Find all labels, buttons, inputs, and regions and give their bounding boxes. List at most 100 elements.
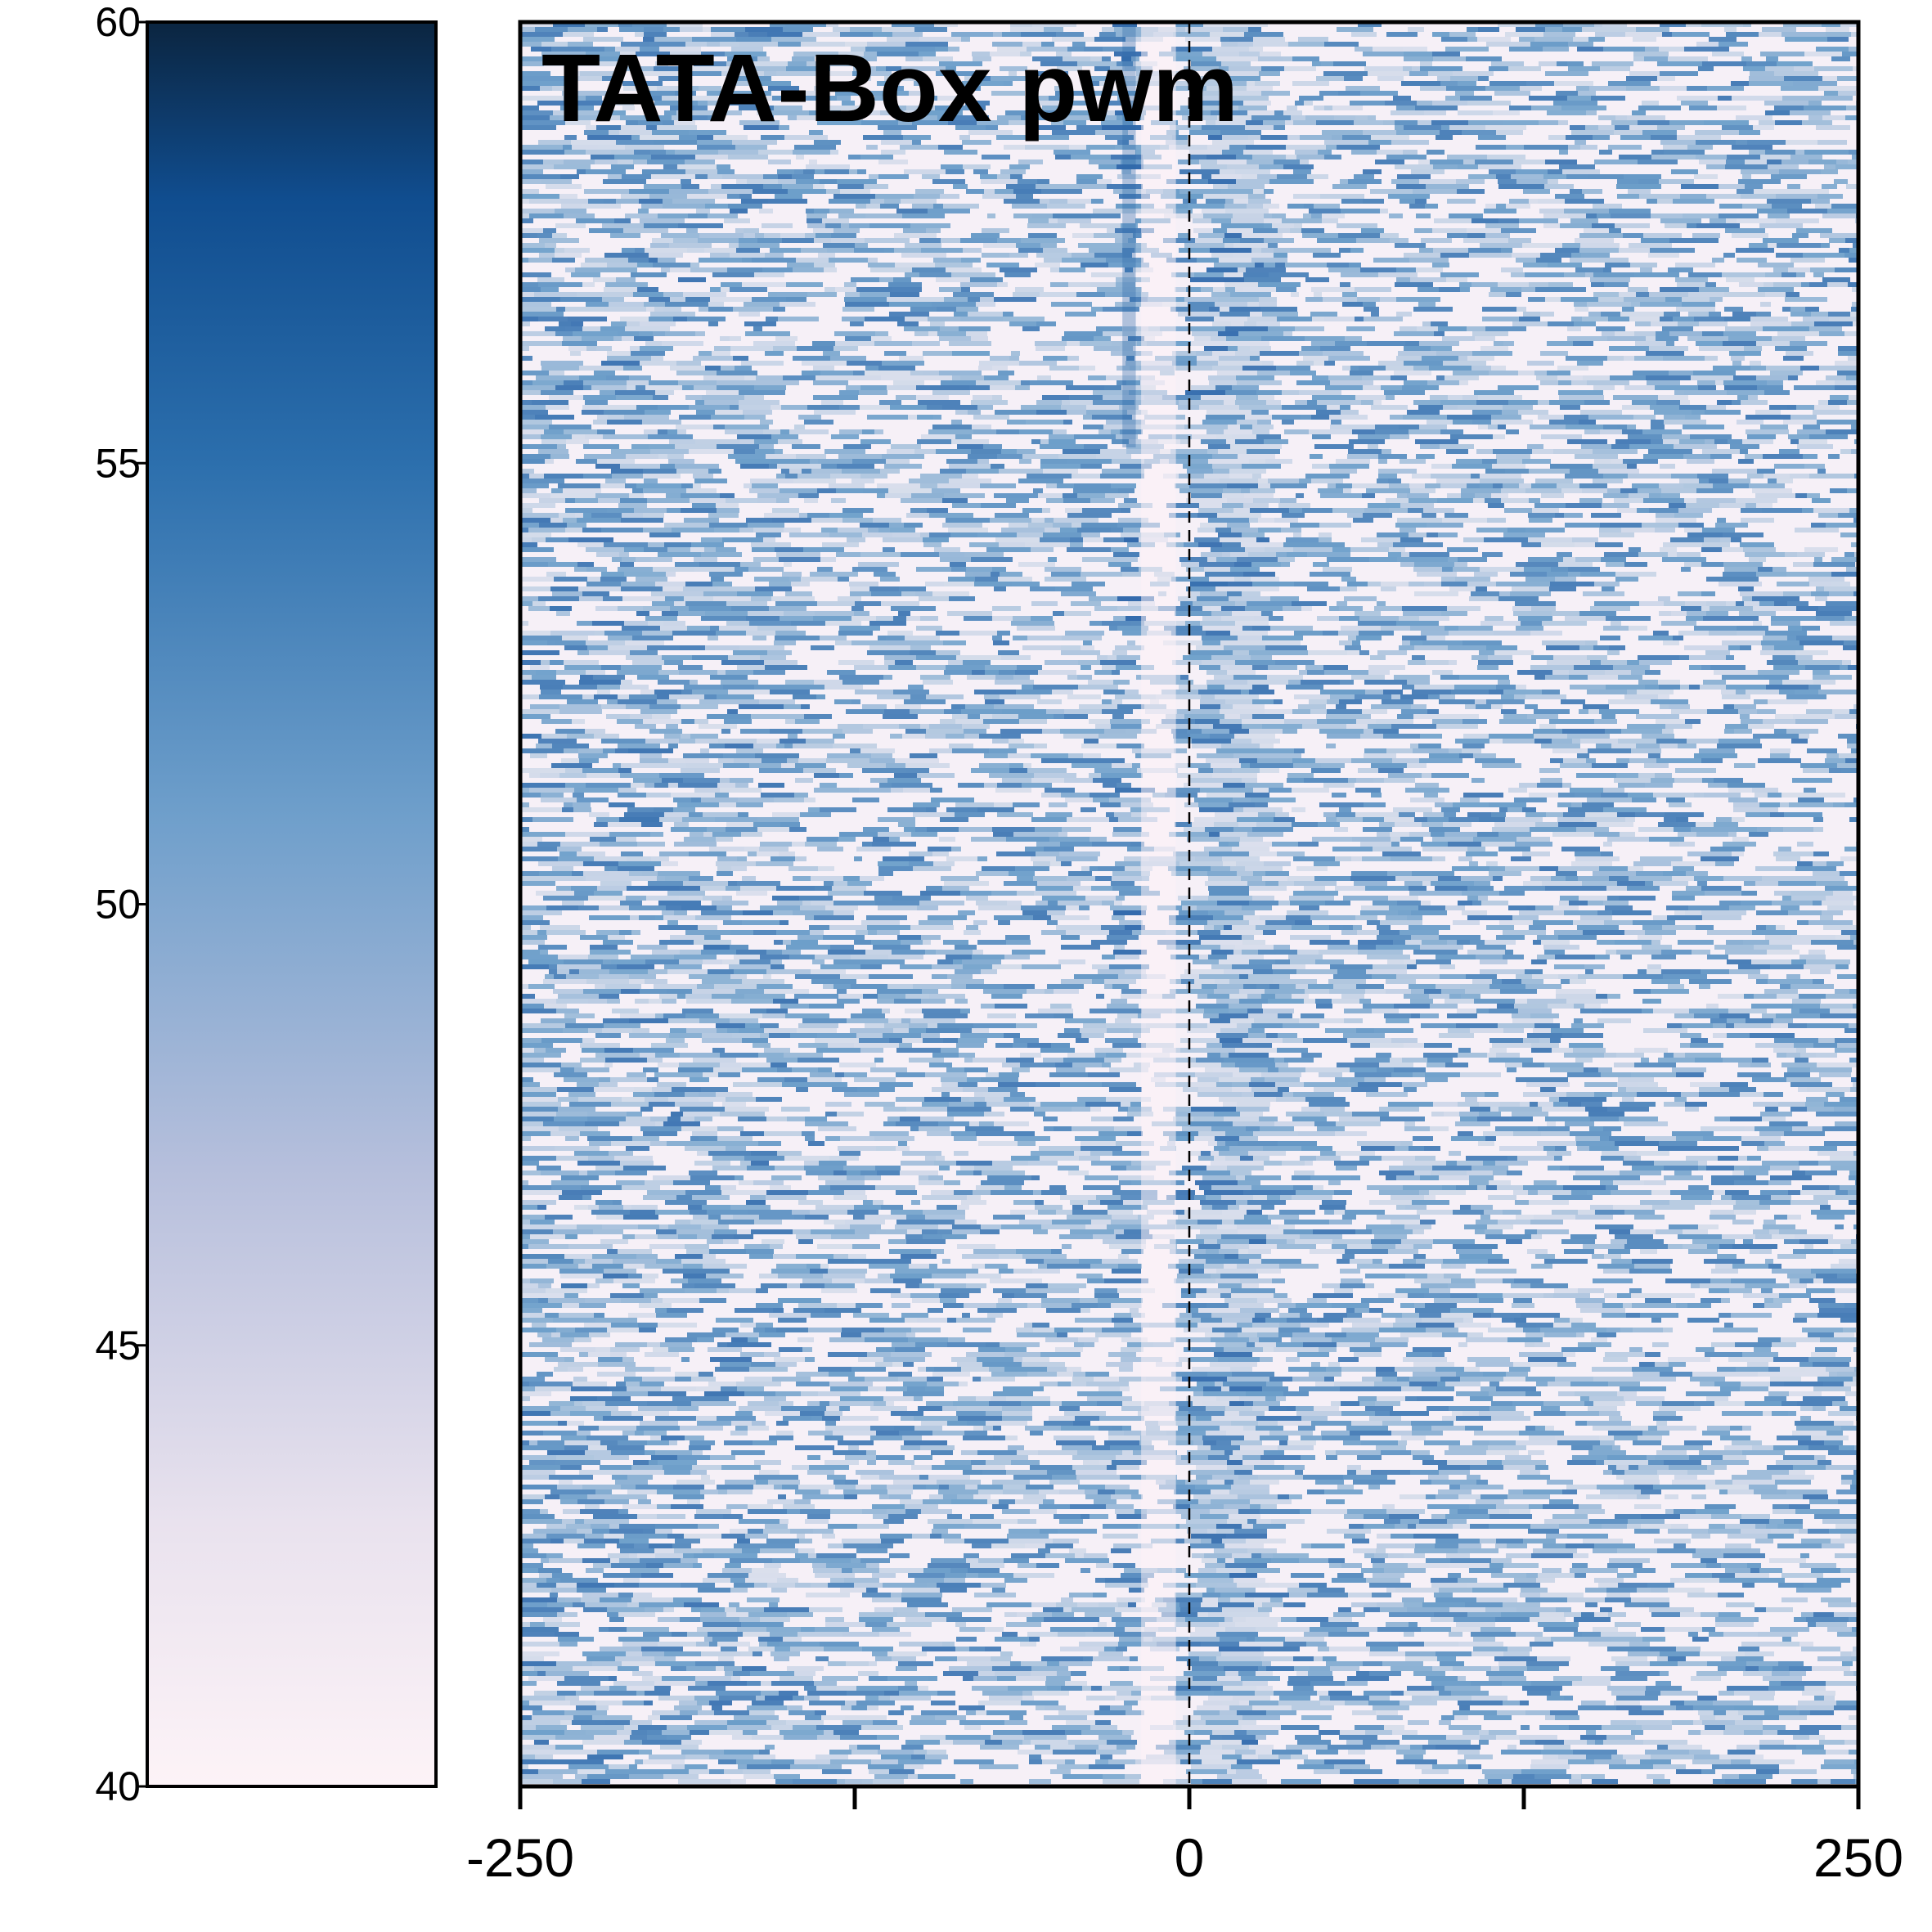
heatmap-cell	[990, 356, 1009, 361]
heatmap-cell	[603, 596, 622, 601]
heatmap-cell	[1117, 523, 1160, 528]
heatmap-cell	[631, 135, 640, 140]
heatmap-cell	[1364, 508, 1389, 513]
heatmap-cell	[1471, 591, 1499, 596]
heatmap-cell	[894, 248, 921, 253]
heatmap-cell	[1350, 371, 1373, 375]
heatmap-cell	[1230, 552, 1248, 557]
heatmap-cells	[520, 22, 1858, 1786]
heatmap-cell	[1665, 223, 1687, 228]
heatmap-cell	[636, 557, 651, 562]
heatmap-cell	[568, 346, 586, 351]
heatmap-cell	[718, 150, 758, 155]
heatmap-cell	[1594, 582, 1620, 586]
heatmap-cell	[787, 758, 798, 763]
heatmap-cell	[1539, 724, 1556, 729]
heatmap-cell	[1238, 454, 1275, 459]
heatmap-cell	[1103, 331, 1136, 336]
heatmap-cell	[1220, 169, 1235, 174]
heatmap-cell	[1371, 704, 1411, 709]
heatmap-cell	[1261, 336, 1305, 341]
heatmap-cell	[1128, 336, 1144, 341]
heatmap-cell	[1628, 474, 1671, 479]
heatmap-cell	[1093, 778, 1121, 783]
heatmap-cell	[1031, 547, 1054, 552]
heatmap-cell	[803, 768, 836, 773]
heatmap-cell	[1743, 66, 1765, 71]
heatmap-cell	[739, 120, 780, 125]
heatmap-cell	[538, 317, 568, 321]
heatmap-cell	[1234, 734, 1275, 739]
heatmap-cell	[730, 287, 767, 292]
heatmap-cell	[926, 729, 964, 734]
heatmap-cell	[948, 47, 959, 52]
heatmap-cell	[555, 640, 586, 645]
heatmap-cell	[739, 194, 752, 199]
heatmap-cell	[1057, 66, 1082, 71]
heatmap-cell	[754, 385, 786, 390]
heatmap-cell	[1681, 567, 1691, 572]
heatmap-cell	[1655, 385, 1698, 390]
heatmap-cell	[940, 194, 959, 199]
heatmap-cell	[1237, 557, 1278, 562]
heatmap-cell	[1021, 238, 1065, 243]
heatmap-cell	[744, 415, 766, 420]
heatmap-cell	[928, 331, 937, 336]
heatmap-cell	[1287, 106, 1297, 110]
heatmap-cell	[1760, 425, 1788, 429]
heatmap-cell	[992, 636, 1002, 640]
heatmap-cell	[1173, 734, 1190, 739]
heatmap-cell	[1613, 665, 1650, 670]
heatmap-cell	[1100, 660, 1136, 665]
heatmap-cell	[871, 336, 892, 341]
heatmap-cell	[934, 22, 958, 27]
heatmap-cell	[630, 346, 640, 351]
heatmap-cell	[875, 331, 888, 336]
heatmap-cell	[1062, 400, 1070, 405]
heatmap-cell	[1629, 71, 1660, 76]
heatmap-cell	[818, 253, 835, 258]
heatmap-cell	[1036, 400, 1062, 405]
heatmap-cell	[637, 263, 653, 267]
heatmap-cell	[556, 611, 570, 616]
heatmap-cell	[897, 321, 919, 326]
heatmap-cell	[1513, 160, 1545, 164]
heatmap-cell	[1838, 91, 1856, 96]
heatmap-cell	[1674, 444, 1717, 449]
heatmap-cell	[1382, 449, 1391, 454]
heatmap-cell	[1771, 621, 1800, 626]
heatmap-cell	[546, 572, 566, 577]
heatmap-cell	[1221, 606, 1245, 611]
heatmap-cell	[1480, 346, 1508, 351]
heatmap-cell	[658, 429, 667, 434]
heatmap-cell	[1202, 420, 1237, 425]
heatmap-cell	[564, 429, 597, 434]
heatmap-cell	[1386, 395, 1395, 400]
heatmap-cell	[1281, 528, 1301, 532]
heatmap-cell	[777, 464, 821, 469]
heatmap-cell	[545, 326, 565, 331]
heatmap-cell	[666, 572, 676, 577]
heatmap-cell	[520, 768, 565, 773]
heatmap-cell	[1837, 76, 1858, 81]
heatmap-cell	[1321, 763, 1345, 768]
heatmap-cell	[582, 591, 609, 596]
heatmap-cell	[1615, 439, 1651, 444]
heatmap-cell	[620, 52, 636, 56]
heatmap-cell	[1121, 160, 1143, 164]
heatmap-cell	[558, 483, 600, 488]
heatmap-cell	[549, 371, 564, 375]
heatmap-cell	[1048, 557, 1057, 562]
heatmap-cell	[1260, 52, 1281, 56]
heatmap-cell	[1300, 135, 1332, 140]
heatmap-cell	[1097, 179, 1112, 184]
heatmap-cell	[1669, 120, 1704, 125]
heatmap-cell	[1271, 650, 1308, 655]
heatmap-cell	[1347, 582, 1368, 586]
heatmap-cell	[1220, 704, 1233, 709]
heatmap-cell	[1235, 351, 1260, 356]
heatmap-cell	[555, 223, 586, 228]
heatmap-cell	[520, 233, 537, 238]
heatmap-cell	[1580, 739, 1618, 744]
heatmap-cell	[762, 758, 787, 763]
